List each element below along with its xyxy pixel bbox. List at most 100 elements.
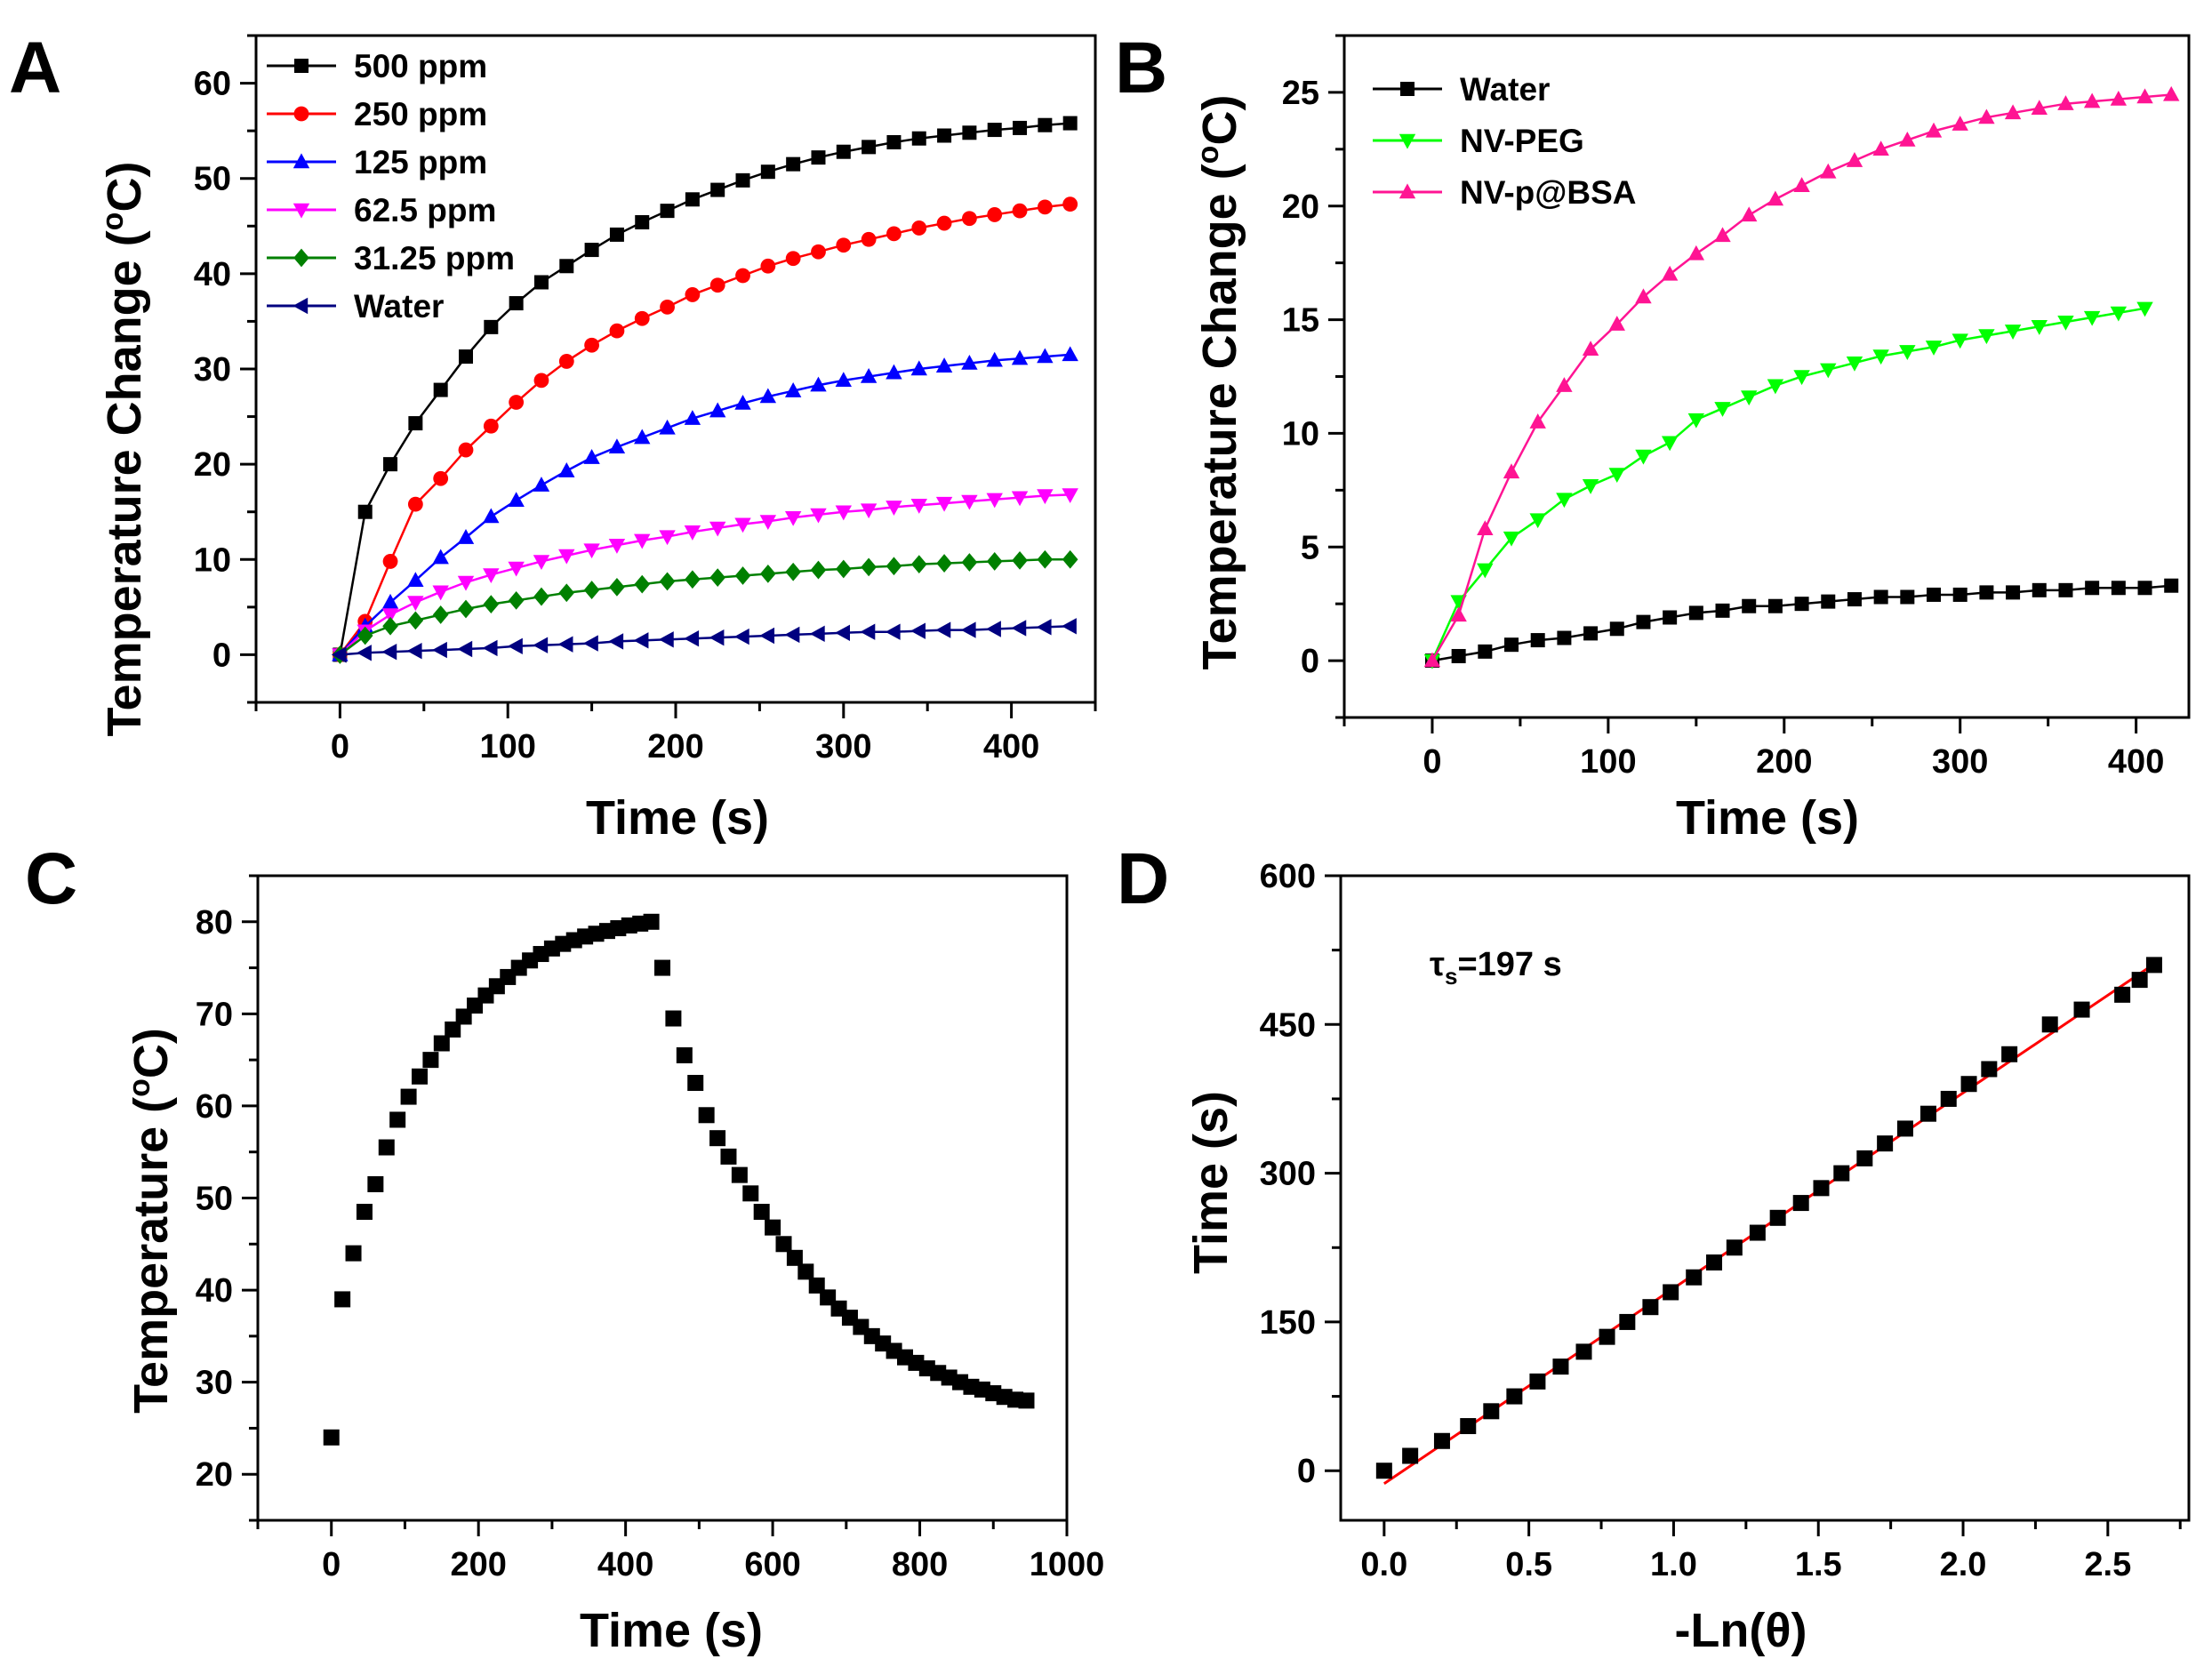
- panel-a-data-point: [684, 525, 701, 541]
- panel-a-data-point: [1011, 620, 1027, 637]
- panel-b-data-point: [2136, 88, 2153, 104]
- panel-b-data-point: [1794, 597, 1809, 612]
- panel-b-legend-label: Water: [1460, 71, 1550, 108]
- panel-d-data-point: [1813, 1180, 1830, 1197]
- panel-b-data-point: [1663, 610, 1678, 625]
- panel-a-data-point: [935, 621, 951, 638]
- panel-b-legend-entry: NV-p@BSA: [1373, 174, 1636, 211]
- panel-a-data-point: [961, 494, 978, 510]
- panel-b-data-point: [1742, 598, 1757, 613]
- panel-a-data-point: [1012, 203, 1028, 219]
- panel-a-data-point: [382, 616, 398, 636]
- panel-b-data-point: [1872, 349, 1889, 365]
- panel-b-data-point: [1582, 341, 1599, 357]
- panel-d-data-point: [2073, 1001, 2090, 1018]
- panel-a-data-point: [458, 442, 474, 458]
- panel-a-data-point: [759, 388, 777, 404]
- panel-b-data-point: [1741, 390, 1758, 406]
- panel-a-data-point: [609, 577, 625, 597]
- panel-b-data-point: [1714, 402, 1731, 417]
- panel-a-data-point: [634, 533, 651, 549]
- panel-a-x-tick-label: 200: [647, 728, 703, 765]
- panel-a-data-point: [508, 492, 525, 508]
- panel-c-x-tick-label: 1000: [1030, 1546, 1105, 1583]
- panel-a-series-water: [331, 618, 1077, 663]
- panel-c-data-point: [797, 1263, 814, 1280]
- panel-a-y-tick-label: 20: [194, 446, 231, 484]
- panel-b-data-point: [1530, 633, 1545, 648]
- panel-a-data-point: [886, 501, 902, 516]
- panel-a-data-point: [987, 207, 1003, 222]
- panel-b-letter: B: [1115, 28, 1167, 108]
- panel-a-legend-marker: [294, 59, 309, 73]
- panel-b-legend-marker: [1399, 183, 1416, 199]
- panel-d: D -Ln(θ) Time (s) 0.0 0.5 1.0 1.5 2.0 2.5 0 150…: [1117, 838, 2191, 1657]
- panel-b-x-tick-label: 100: [1580, 743, 1636, 781]
- panel-b-data-point: [1978, 108, 1995, 124]
- panel-b-series-line: [1431, 307, 2145, 661]
- panel-a-x-tick-label: 400: [983, 728, 1039, 765]
- panel-a-data-point: [760, 258, 776, 274]
- panel-b-data-point: [1687, 413, 1705, 429]
- panel-c-data-point: [445, 1021, 461, 1038]
- panel-b-data-point: [1925, 122, 1943, 138]
- panel-c-data-point: [400, 1088, 417, 1105]
- panel-a-data-point: [584, 337, 599, 353]
- panel-c-data-point: [654, 959, 670, 976]
- panel-d-data-point: [1433, 1432, 1450, 1449]
- panel-c-data-point: [698, 1107, 715, 1124]
- panel-b-data-point: [1899, 132, 1916, 147]
- panel-b-data-point: [2058, 582, 2073, 597]
- panel-a-data-point: [986, 351, 1003, 367]
- panel-b-data-point: [2137, 581, 2152, 596]
- panel-b-data-point: [1529, 513, 1546, 529]
- panel-a-data-point: [658, 631, 674, 648]
- panel-a-y-tick-label: 60: [194, 66, 231, 103]
- panel-b-data-point: [2031, 320, 2048, 335]
- panel-d-data-point: [1599, 1328, 1615, 1345]
- panel-c-y-tick-label: 20: [196, 1456, 233, 1494]
- panel-a-y-tick-label: 30: [194, 351, 231, 389]
- panel-b-y-tick-label: 15: [1282, 302, 1319, 340]
- panel-a-data-point: [509, 395, 525, 410]
- panel-c-x-axis-title: Time (s): [580, 1604, 763, 1657]
- panel-a-data-point: [987, 123, 1002, 138]
- panel-b-data-point: [1715, 603, 1730, 618]
- panel-a-data-point: [407, 611, 424, 630]
- panel-a-data-point: [1062, 618, 1077, 635]
- panel-c-y-tick-label: 50: [196, 1181, 233, 1218]
- panel-a-data-point: [811, 244, 826, 260]
- panel-a-data-point: [986, 552, 1003, 571]
- panel-a-data-point: [659, 572, 676, 591]
- panel-a-data-point: [685, 287, 701, 302]
- panel-d-series-time: [1375, 957, 2162, 1479]
- panel-a-data-point: [684, 630, 700, 647]
- panel-a-data-point: [1038, 117, 1053, 132]
- panel-b-data-point: [1451, 648, 1466, 663]
- panel-d-data-point: [2114, 986, 2131, 1003]
- panel-a-legend-entry: 250 ppm: [267, 96, 487, 132]
- panel-a-data-point: [1062, 116, 1078, 131]
- panel-a-legend-label: 250 ppm: [354, 96, 487, 132]
- panel-a-data-point: [734, 566, 751, 585]
- panel-a-legend-label: Water: [354, 288, 444, 325]
- panel-b-data-point: [2004, 104, 2022, 120]
- panel-a-y-axis-degree: o: [96, 212, 130, 231]
- panel-c-x-tick-label: 600: [744, 1546, 800, 1583]
- panel-a-data-point: [961, 553, 978, 572]
- panel-c-data-point: [720, 1148, 737, 1165]
- panel-b-x-tick-label: 0: [1423, 743, 1441, 781]
- panel-a-data-point: [935, 496, 953, 512]
- panel-d-data-point: [1575, 1343, 1592, 1360]
- panel-a-data-point: [407, 596, 424, 612]
- panel-a-data-point: [1013, 120, 1028, 135]
- panel-a-data-point: [885, 623, 901, 640]
- panel-b-series-nv-p-bsa: [1423, 85, 2180, 668]
- panel-b-data-point: [1687, 244, 1705, 260]
- panel-d-y-axis-title-main: Time (s): [1184, 1091, 1238, 1274]
- panel-b-data-point: [1503, 463, 1520, 479]
- panel-b-data-point: [1504, 637, 1519, 653]
- panel-a-data-point: [784, 510, 802, 526]
- panel-a-data-point: [786, 156, 801, 172]
- panel-a-data-point: [810, 560, 827, 580]
